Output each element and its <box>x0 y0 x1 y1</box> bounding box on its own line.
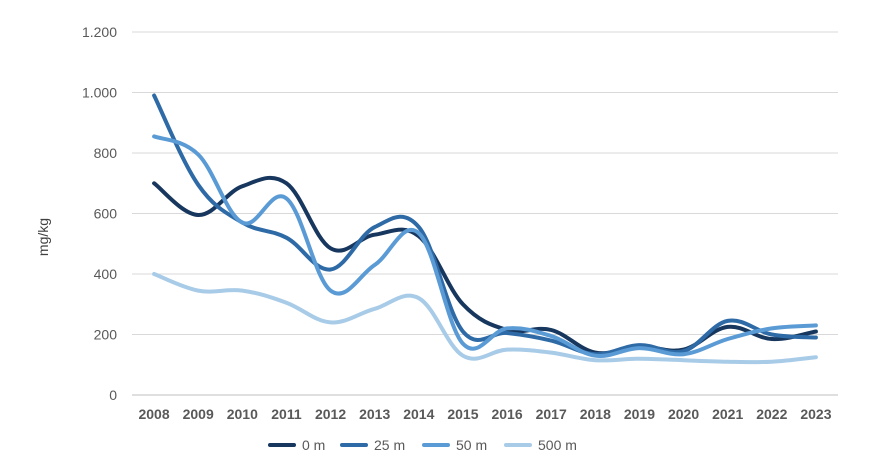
y-tick-label: 1.000 <box>82 85 117 101</box>
legend-label: 500 m <box>538 437 577 453</box>
x-tick-label: 2013 <box>359 406 390 422</box>
x-axis-ticks: 2008 2009 2010 2011 2012 2013 2014 2015 2016 2017… <box>138 406 831 422</box>
x-tick-label: 2015 <box>447 406 478 422</box>
x-tick-label: 2012 <box>315 406 346 422</box>
x-tick-label: 2008 <box>138 406 169 422</box>
x-tick-label: 2023 <box>800 406 831 422</box>
legend-item: 25 m <box>340 437 405 453</box>
y-tick-label: 800 <box>94 145 118 161</box>
legend-item: 50 m <box>422 437 487 453</box>
y-tick-label: 0 <box>109 387 117 403</box>
legend-label: 50 m <box>456 437 487 453</box>
y-tick-label: 400 <box>94 266 118 282</box>
x-tick-label: 2010 <box>227 406 258 422</box>
x-tick-label: 2014 <box>403 406 434 422</box>
series-line-500m <box>152 272 818 365</box>
y-tick-label: 600 <box>94 206 118 222</box>
x-tick-label: 2017 <box>536 406 567 422</box>
y-axis-ticks: 0 200 400 600 800 1.000 1.200 <box>82 24 117 403</box>
legend-item: 500 m <box>504 437 577 453</box>
y-tick-label: 1.200 <box>82 24 117 40</box>
legend-label: 25 m <box>374 437 405 453</box>
gridlines <box>132 31 838 396</box>
series-line-25m <box>152 93 818 357</box>
x-tick-label: 2019 <box>624 406 655 422</box>
x-tick-label: 2022 <box>756 406 787 422</box>
y-tick-label: 200 <box>94 327 118 343</box>
y-axis-label: mg/kg <box>35 218 51 256</box>
series-lines <box>152 93 818 365</box>
legend: 0 m 25 m 50 m 500 m <box>268 437 577 453</box>
legend-label: 0 m <box>302 437 325 453</box>
x-tick-label: 2018 <box>580 406 611 422</box>
legend-item: 0 m <box>268 437 325 453</box>
x-tick-label: 2011 <box>271 406 302 422</box>
series-line-50m <box>152 134 818 359</box>
x-tick-label: 2009 <box>183 406 214 422</box>
x-tick-label: 2021 <box>712 406 743 422</box>
x-tick-label: 2016 <box>491 406 522 422</box>
x-tick-label: 2020 <box>668 406 699 422</box>
